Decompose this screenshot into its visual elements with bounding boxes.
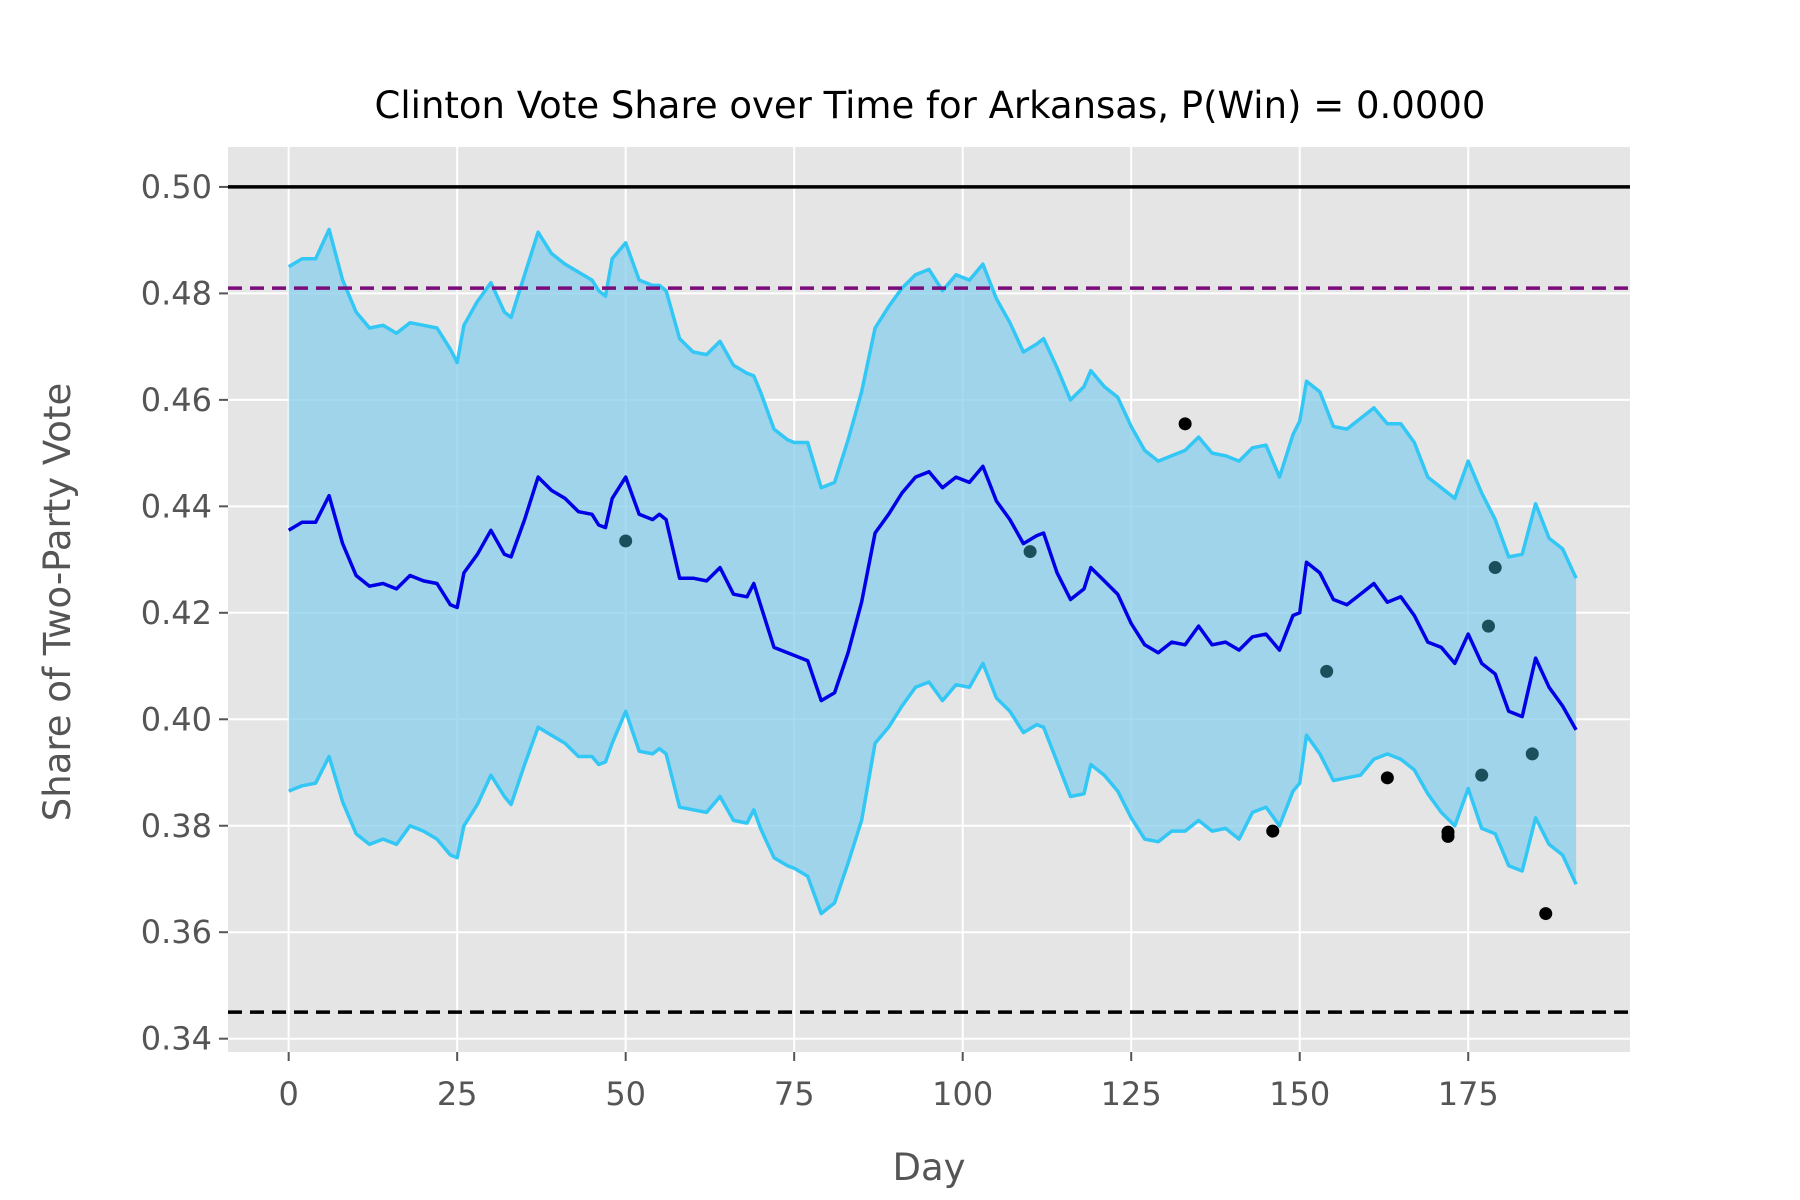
- x-tick-label: 25: [437, 1075, 478, 1113]
- poll-point: [1481, 619, 1495, 633]
- poll-point: [1266, 824, 1280, 838]
- x-tick-label: 150: [1269, 1075, 1330, 1113]
- confidence-band: [288, 229, 1577, 914]
- chart-title: Clinton Vote Share over Time for Arkansa…: [375, 84, 1486, 127]
- x-tick-label: 50: [605, 1075, 646, 1113]
- y-tick-label: 0.38: [141, 807, 212, 845]
- x-tick-label: 125: [1101, 1075, 1162, 1113]
- upper-bound-line: [287, 227, 1578, 579]
- poll-point: [1525, 747, 1539, 761]
- y-tick-label: 0.50: [141, 168, 212, 206]
- y-tick-label: 0.36: [141, 913, 212, 951]
- y-tick-label: 0.44: [141, 487, 212, 525]
- y-axis-label: Share of Two-Party Vote: [36, 383, 79, 821]
- x-axis-label: Day: [892, 1146, 965, 1189]
- x-tick-label: 0: [278, 1075, 298, 1113]
- poll-point: [1320, 664, 1334, 678]
- y-tick-label: 0.40: [141, 700, 212, 738]
- lower-bound-line: [288, 661, 1578, 916]
- series-lines: [287, 227, 1578, 916]
- poll-point: [1539, 907, 1553, 921]
- mean-line: [287, 464, 1578, 731]
- poll-point: [1475, 768, 1489, 782]
- y-tick-label: 0.34: [141, 1020, 212, 1058]
- reference-lines: [228, 185, 1630, 1014]
- y-tick-label: 0.46: [141, 381, 212, 419]
- poll-point: [1380, 771, 1394, 785]
- y-axis-ticks: 0.34 0.36 0.38 0.40 0.42 0.44 0.46 0.48 0.50: [141, 168, 228, 1058]
- x-tick-label: 100: [932, 1075, 993, 1113]
- poll-points: [619, 417, 1553, 921]
- y-tick-label: 0.42: [141, 594, 212, 632]
- x-tick-label: 75: [774, 1075, 815, 1113]
- poll-point: [1488, 561, 1502, 575]
- x-tick-label: 175: [1438, 1075, 1499, 1113]
- poll-point: [1178, 417, 1192, 431]
- poll-point: [1441, 825, 1455, 839]
- x-axis-ticks: 0 25 50 75 100 125 150 175: [278, 1052, 1499, 1113]
- poll-point: [619, 534, 633, 548]
- poll-point: [1023, 545, 1037, 559]
- y-tick-label: 0.48: [141, 274, 212, 312]
- band-area: [288, 229, 1577, 914]
